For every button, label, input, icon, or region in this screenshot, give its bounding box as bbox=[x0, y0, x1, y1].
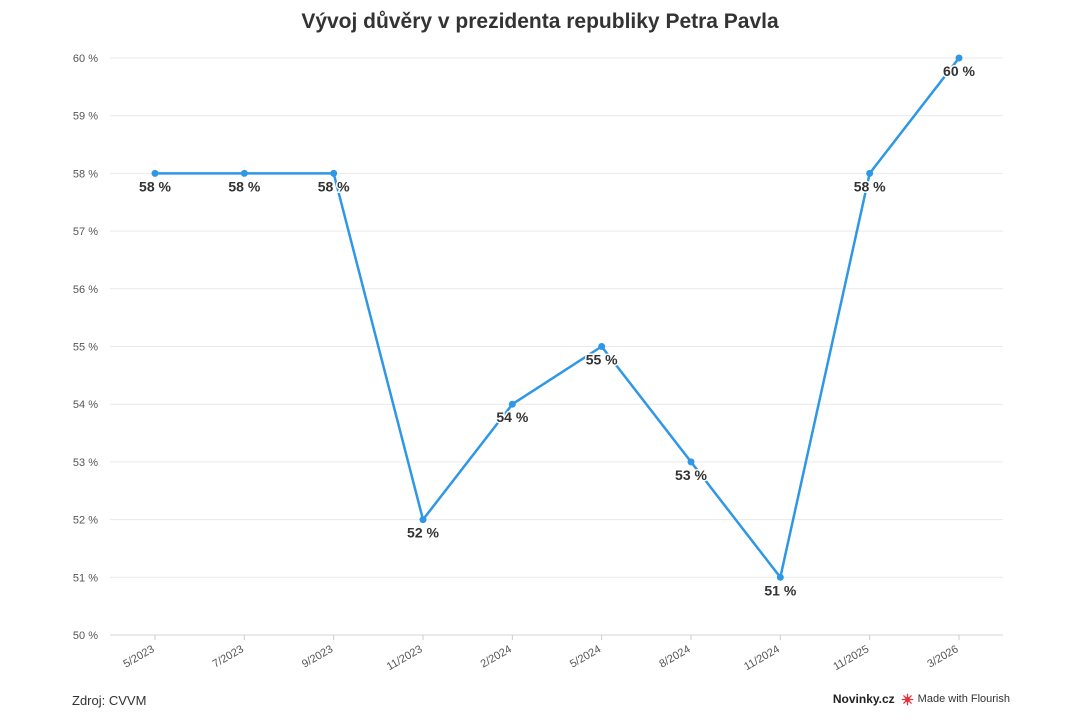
x-tick-label: 8/2024 bbox=[657, 643, 692, 670]
x-tick-label: 11/2025 bbox=[831, 643, 871, 673]
y-tick-label: 55 % bbox=[73, 342, 98, 354]
data-point bbox=[419, 516, 427, 524]
data-label: 58 % bbox=[854, 178, 886, 194]
chart-title: Vývoj důvěry v prezidenta republiky Petr… bbox=[301, 10, 779, 33]
data-label: 53 % bbox=[675, 467, 707, 483]
flourish-icon bbox=[901, 693, 914, 705]
x-tick-label: 5/2023 bbox=[121, 643, 156, 670]
data-point bbox=[776, 573, 784, 581]
data-label: 58 % bbox=[318, 178, 350, 194]
data-point bbox=[508, 400, 516, 408]
x-tick-label: 3/2026 bbox=[925, 643, 960, 670]
y-tick-label: 52 % bbox=[73, 515, 98, 527]
x-tick-label: 7/2023 bbox=[211, 643, 246, 670]
data-label: 58 % bbox=[228, 178, 260, 194]
x-axis-ticks: 5/2023 7/2023 9/2023 11/2023 2/2024 5/2024 8/2… bbox=[121, 635, 961, 673]
data-label: 55 % bbox=[586, 352, 618, 368]
source-note: Zdroj: CVVM bbox=[72, 693, 147, 708]
y-tick-label: 53 % bbox=[73, 457, 98, 469]
x-tick-label: 2/2024 bbox=[479, 643, 514, 670]
data-label: 58 % bbox=[139, 178, 171, 194]
gridlines bbox=[110, 57, 1003, 636]
data-labels: 58 % 58 % 58 % 52 % 54 % 55 % 53 % 51 % 58 % 60 % bbox=[138, 62, 977, 600]
data-label: 51 % bbox=[764, 582, 796, 598]
series-line bbox=[155, 57, 960, 579]
y-tick-label: 57 % bbox=[73, 226, 98, 238]
footer-brand: Novinky.cz Made with Flourish bbox=[833, 692, 1010, 706]
data-label: 52 % bbox=[407, 525, 439, 541]
x-tick-label: 11/2024 bbox=[742, 643, 782, 673]
data-point bbox=[866, 169, 874, 177]
y-tick-label: 58 % bbox=[73, 168, 98, 180]
data-points bbox=[151, 54, 963, 581]
y-tick-label: 56 % bbox=[73, 284, 98, 296]
x-tick-label: 9/2023 bbox=[300, 643, 335, 670]
flourish-credit-link[interactable]: Made with Flourish bbox=[901, 693, 1010, 706]
brand-logo-text: Novinky.cz bbox=[832, 692, 895, 706]
y-tick-label: 60 % bbox=[73, 53, 98, 65]
x-tick-label: 5/2024 bbox=[568, 643, 603, 670]
x-tick-label: 11/2023 bbox=[385, 643, 425, 673]
data-label: 54 % bbox=[496, 409, 528, 425]
series-line bbox=[155, 57, 960, 579]
data-point bbox=[330, 169, 338, 177]
y-tick-label: 54 % bbox=[73, 399, 98, 411]
flourish-credit-label: Made with Flourish bbox=[917, 693, 1010, 705]
y-tick-label: 50 % bbox=[73, 630, 98, 642]
data-point bbox=[151, 169, 159, 177]
data-label: 60 % bbox=[943, 63, 975, 79]
y-tick-label: 59 % bbox=[73, 111, 98, 123]
y-axis-ticks: 50 % 51 % 52 % 53 % 54 % 55 % 56 % 57 % 58 % 59 %… bbox=[73, 53, 98, 642]
data-point bbox=[240, 169, 248, 177]
data-point bbox=[598, 343, 606, 350]
data-point bbox=[687, 458, 695, 466]
y-tick-label: 51 % bbox=[73, 572, 98, 584]
data-point bbox=[955, 54, 963, 62]
